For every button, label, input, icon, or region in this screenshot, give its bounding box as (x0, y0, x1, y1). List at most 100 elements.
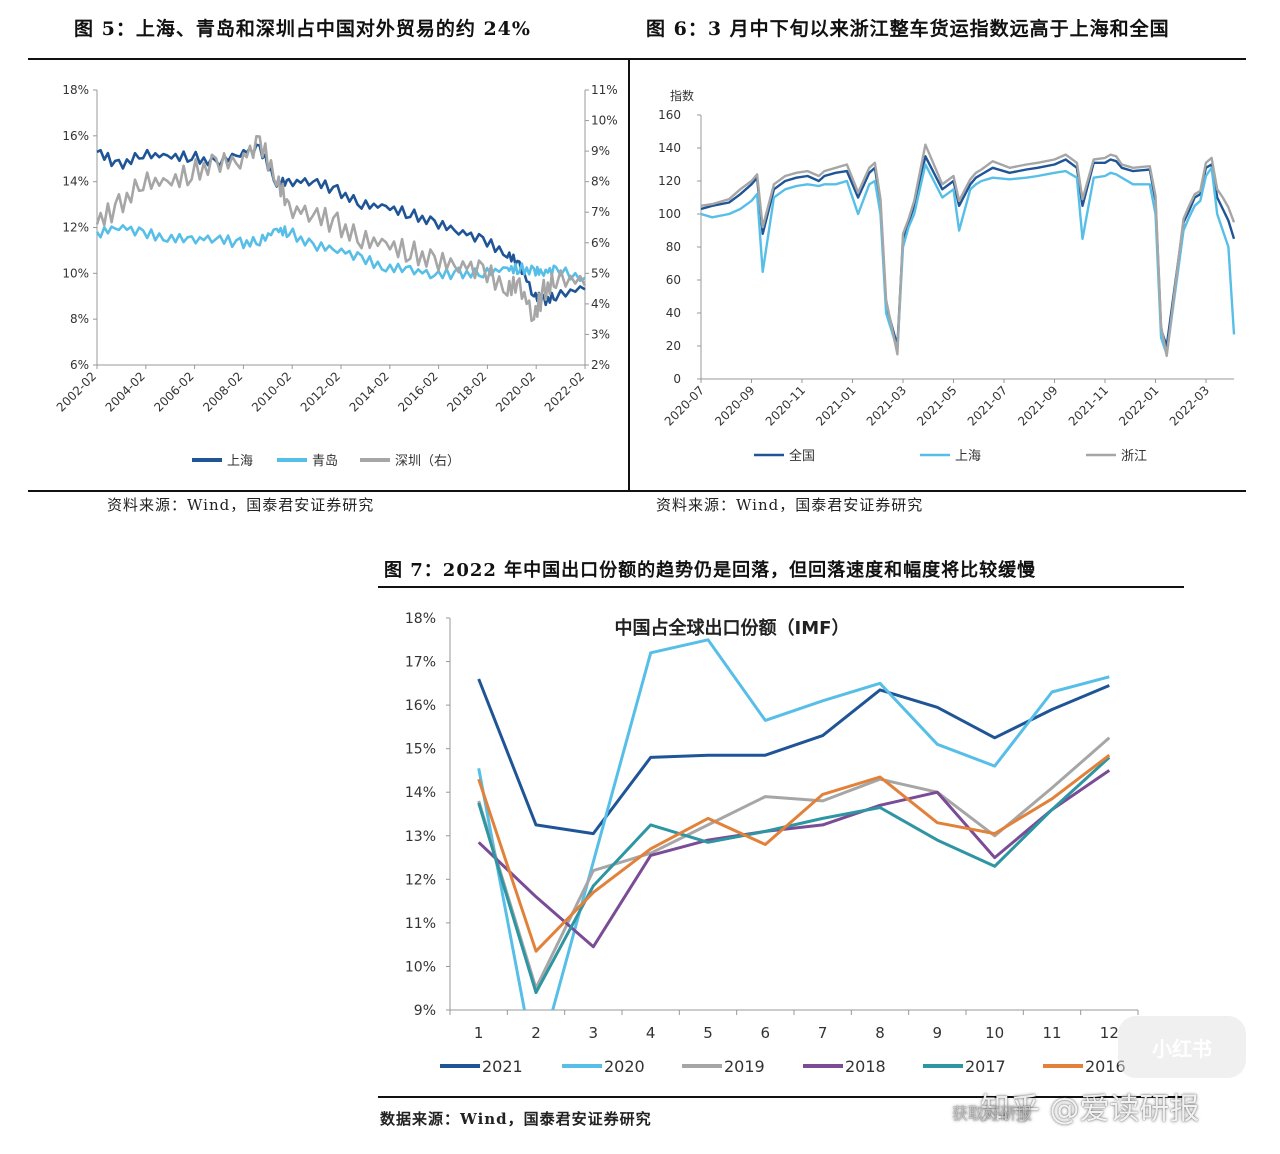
fig5-x-tick-label: 2002-02 (54, 369, 99, 414)
fig7-y-tick-label: 15% (405, 742, 436, 758)
fig6-x-tick-label: 2021-01 (813, 383, 858, 428)
fig5-x-tick-label: 2004-02 (103, 369, 148, 414)
figures-bottom-rule (28, 490, 1246, 492)
fig7-x-tick-label: 6 (761, 1024, 771, 1042)
fig6-x-tick-label: 2021-09 (1015, 383, 1060, 428)
fig7-y-tick-label: 12% (405, 872, 436, 888)
fig6-y-tick-label: 160 (658, 108, 681, 122)
fig7-legend-label: 2016 (1085, 1057, 1126, 1076)
fig7-series-line (477, 736, 1111, 990)
fig7-legend-label: 2017 (965, 1057, 1006, 1076)
fig6-x-tick-label: 2022-01 (1116, 383, 1161, 428)
fig5-x-tick-label: 2016-02 (395, 369, 440, 414)
fig7-series-line (477, 638, 1110, 1010)
fig7-series-line (477, 769, 1111, 949)
fig6-top-rule (630, 58, 1246, 60)
fig5-series-line (95, 224, 586, 283)
fig5-x-tick-label: 2010-02 (249, 369, 294, 414)
fig7-y-tick-label: 11% (405, 916, 436, 932)
fig5-series-line (96, 143, 586, 307)
fig7-title: 图 7：2022 年中国出口份额的趋势仍是回落，但回落速度和幅度将比较缓慢 (384, 560, 1037, 581)
fig5-legend-label: 青岛 (312, 453, 338, 469)
fig6-x-tick-label: 2020-11 (763, 383, 808, 428)
fig5-x-tick-label: 2008-02 (200, 369, 245, 414)
fig7-y-tick-label: 9% (414, 1003, 436, 1019)
fig7-x-tick-label: 4 (646, 1024, 656, 1042)
fig5-left-tick-label: 18% (62, 83, 89, 97)
fig5-left-tick-label: 6% (70, 358, 89, 372)
fig5-left-tick-label: 14% (62, 175, 89, 189)
fig6-x-tick-label: 2021-07 (965, 383, 1010, 428)
fig7-y-tick-label: 14% (405, 785, 436, 801)
fig7-legend-label: 2019 (724, 1057, 765, 1076)
fig5-x-tick-label: 2014-02 (347, 369, 392, 414)
fig5-legend-label: 上海 (227, 454, 253, 469)
fig6-legend-label: 全国 (789, 448, 815, 464)
fig7-x-tick-label: 10 (985, 1024, 1004, 1042)
fig5-x-tick-label: 2020-02 (493, 369, 538, 414)
fig5-left-tick-label: 8% (70, 312, 89, 326)
zhihu-watermark: 知乎 @爱读研报 (980, 1092, 1200, 1127)
fig7-x-tick-label: 8 (875, 1024, 885, 1042)
fig6-x-tick-label: 2020-09 (712, 383, 757, 428)
fig5-right-tick-label: 11% (591, 83, 618, 97)
fig6-y-tick-label: 80 (666, 240, 681, 254)
fig5-left-tick-label: 16% (62, 129, 89, 143)
fig5-legend-label: 深圳（右） (395, 454, 460, 469)
fig5-x-tick-label: 2006-02 (151, 369, 196, 414)
fig7-x-tick-label: 5 (703, 1024, 713, 1042)
fig7-y-tick-label: 18% (405, 611, 436, 627)
fig5-title: 图 5：上海、青岛和深圳占中国对外贸易的约 24% (74, 18, 531, 40)
fig6-y-tick-label: 40 (666, 306, 681, 320)
fig7-legend-label: 2020 (604, 1057, 645, 1076)
fig6-y-axis-label: 指数 (670, 88, 694, 103)
fig5-chart: 18% 16% 14% 12% 10% 8% 6% 11% 10% 9% 8% 7% 6% 5% 4% 3% 2… (54, 83, 618, 469)
fig7-x-tick-label: 7 (818, 1024, 828, 1042)
xiaohongshu-watermark: 小红书 (1118, 1016, 1246, 1078)
fig5-x-tick-label: 2012-02 (298, 369, 343, 414)
fig5-x-tick-label: 2022-02 (542, 369, 587, 414)
fig6-legend-label: 上海 (955, 449, 981, 464)
fig5-right-tick-label: 5% (591, 266, 610, 280)
fig6-y-tick-label: 20 (666, 339, 681, 353)
fig7-legend-label: 2018 (845, 1057, 886, 1076)
fig5-left-tick-label: 10% (62, 266, 89, 280)
fig7-top-rule (378, 586, 1184, 588)
fig5-source: 资料来源：Wind，国泰君安证券研究 (107, 496, 375, 514)
fig6-x-tick-label: 2021-05 (914, 383, 959, 428)
fig7-series-group (477, 638, 1111, 1010)
fig6-x-tick-label: 2020-07 (662, 383, 707, 428)
fig6-x-tick-label: 2022-03 (1167, 383, 1212, 428)
fig5-right-tick-label: 2% (591, 358, 610, 372)
fig7-x-tick-label: 1 (474, 1024, 484, 1042)
fig7-x-tick-label: 2 (531, 1024, 541, 1042)
fig6-source: 资料来源：Wind，国泰君安证券研究 (656, 496, 924, 514)
fig5-x-tick-label: 2018-02 (444, 369, 489, 414)
fig7-series-line (477, 756, 1111, 995)
fig7-y-tick-label: 17% (405, 655, 436, 671)
fig7-source: 数据来源：Wind，国泰君安证券研究 (380, 1110, 652, 1128)
fig5-right-tick-label: 4% (591, 297, 610, 311)
fig7-legend-label: 2021 (482, 1057, 523, 1076)
fig6-y-tick-label: 120 (658, 174, 681, 188)
fig7-bottom-rule (378, 1096, 1184, 1098)
fig7-y-tick-label: 16% (405, 698, 436, 714)
fig5-right-tick-label: 6% (591, 236, 610, 250)
fig6-y-tick-label: 0 (673, 372, 681, 386)
fig7-x-tick-label: 11 (1042, 1024, 1061, 1042)
fig6-y-tick-label: 140 (658, 141, 681, 155)
fig7-series-line (477, 678, 1110, 836)
fig5-left-tick-label: 12% (62, 221, 89, 235)
fig6-x-tick-label: 2021-11 (1066, 383, 1111, 428)
fig6-y-tick-label: 100 (658, 207, 681, 221)
fig6-title: 图 6：3 月中下旬以来浙江整车货运指数远高于上海和全国 (646, 18, 1170, 40)
fig5-right-tick-label: 8% (591, 175, 610, 189)
fig7-y-tick-label: 10% (405, 959, 436, 975)
fig7-x-tick-label: 9 (933, 1024, 943, 1042)
fig6-y-tick-label: 60 (666, 273, 681, 287)
fig6-x-tick-label: 2021-03 (864, 383, 909, 428)
faint-watermark: 获取好研报 (952, 1104, 1033, 1123)
fig5-right-tick-label: 9% (591, 144, 610, 158)
fig5-top-rule (28, 58, 628, 60)
